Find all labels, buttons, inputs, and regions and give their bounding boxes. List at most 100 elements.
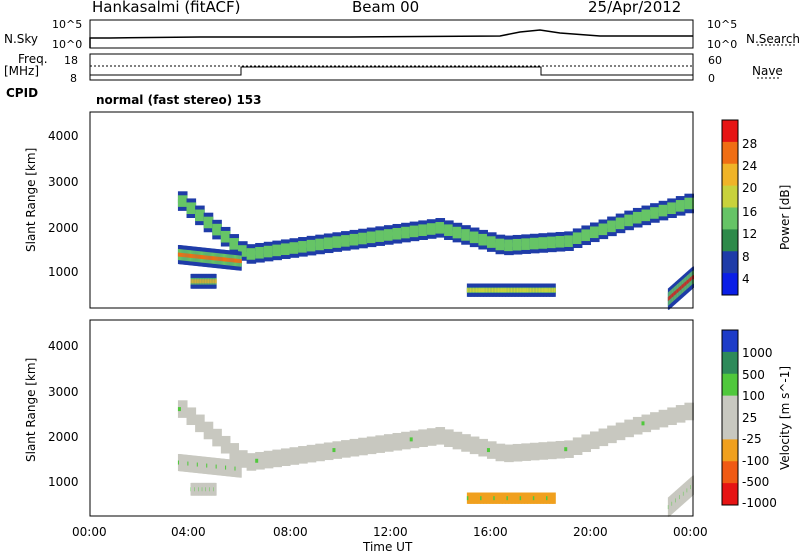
power-cell <box>485 288 489 293</box>
velocity-cell <box>229 459 232 477</box>
power-cell <box>497 288 501 293</box>
velocity-panel-frame <box>89 319 694 517</box>
velocity-cell <box>684 402 694 421</box>
velocity-cell <box>499 492 502 504</box>
power-cell <box>534 288 537 293</box>
power-cell <box>401 230 411 235</box>
velocity-cell <box>491 492 495 504</box>
power-cell <box>183 253 186 258</box>
power-cell <box>528 288 531 293</box>
power-cell <box>675 203 686 208</box>
power-cell <box>538 288 542 293</box>
velocity-cell <box>477 492 480 504</box>
velocity-cell <box>541 492 545 504</box>
nsky-tick-top: 10^5 <box>52 18 83 31</box>
power-cell <box>375 234 385 239</box>
velocity-cell <box>199 456 202 474</box>
xtick-0800: 08:00 <box>273 525 308 539</box>
velocity-cb-tick-m100: -100 <box>742 454 770 468</box>
velocity-cell <box>548 492 552 504</box>
velocity-colorbar <box>721 329 739 506</box>
power-cell <box>480 288 483 293</box>
power-cell <box>180 252 183 257</box>
velocity-cell <box>193 455 196 473</box>
colorbar-swatch <box>722 251 738 274</box>
velocity-cell <box>658 409 669 428</box>
power-cell <box>543 288 546 293</box>
colorbar-swatch <box>722 273 738 296</box>
power-cell <box>229 241 240 246</box>
power-cell <box>478 288 482 293</box>
velocity-cell <box>185 454 188 472</box>
velocity-cell <box>615 422 626 441</box>
power-cell <box>212 227 222 232</box>
velocity-cell <box>516 492 520 504</box>
velocity-cell <box>213 457 216 475</box>
colorbar-swatch <box>722 207 738 230</box>
power-cell <box>529 241 540 246</box>
power-cell <box>234 258 237 263</box>
velocity-cb-tick-25: 25 <box>742 411 758 425</box>
nsearch-tick-top: 10^5 <box>707 18 738 31</box>
power-cell <box>186 253 189 258</box>
power-cell <box>272 248 282 253</box>
velocity-cb-tick-500: 500 <box>742 368 765 382</box>
power-cell <box>219 257 222 261</box>
power-cell <box>222 257 225 262</box>
power-cell <box>199 254 202 259</box>
velocity-cell <box>235 460 238 478</box>
power-cell <box>231 258 234 263</box>
power-cell <box>185 253 188 258</box>
power-cell <box>474 288 477 293</box>
freq-tick-bottom: 8 <box>70 72 77 85</box>
power-cell <box>506 288 509 293</box>
power-cell <box>208 255 211 260</box>
velocity-cb-tick-100: 100 <box>742 389 765 403</box>
xtick-0400: 04:00 <box>171 525 206 539</box>
power-cell <box>509 288 512 293</box>
colorbar-swatch <box>722 461 738 484</box>
power-cell <box>496 288 499 293</box>
power-cell <box>598 227 609 232</box>
velocity-cell <box>538 492 542 504</box>
power-cell <box>525 288 528 293</box>
power-cell <box>540 288 543 293</box>
power-cell <box>211 256 214 261</box>
velocity-cell <box>255 451 265 470</box>
velocity-cell <box>510 492 514 504</box>
power-cell <box>521 242 531 247</box>
velocity-ytick-1000: 1000 <box>48 475 79 489</box>
power-cell <box>553 288 556 293</box>
power-cell <box>581 233 591 238</box>
velocity-cell <box>524 492 527 504</box>
velocity-cell <box>564 447 568 452</box>
power-cell <box>192 254 195 259</box>
velocity-cell <box>236 460 239 478</box>
power-cell <box>550 288 553 293</box>
velocity-cell <box>581 434 591 453</box>
velocity-cell <box>521 492 524 504</box>
velocity-cell <box>675 405 686 423</box>
power-cell <box>547 240 557 245</box>
velocity-cell <box>184 454 187 472</box>
nave-label: Nave <box>752 64 783 78</box>
velocity-cell <box>435 427 446 445</box>
power-cell <box>306 243 317 248</box>
power-cell <box>487 288 490 293</box>
power-cell <box>541 288 545 293</box>
velocity-cell <box>472 492 476 504</box>
velocity-cell <box>186 407 197 426</box>
xtick-2000: 20:00 <box>573 525 608 539</box>
colorbar-swatch <box>722 439 738 462</box>
power-cell <box>484 288 487 293</box>
power-cell <box>544 288 548 293</box>
power-cell <box>469 288 473 293</box>
velocity-cell <box>526 492 530 504</box>
velocity-cell <box>444 429 454 447</box>
velocity-cell <box>190 455 193 473</box>
cpid-label: CPID <box>6 86 39 100</box>
cpid-text: normal (fast stereo) 153 <box>96 93 262 107</box>
power-cell <box>207 255 210 260</box>
nsearch-label: N.Search <box>746 32 800 46</box>
velocity-cell <box>485 492 489 504</box>
